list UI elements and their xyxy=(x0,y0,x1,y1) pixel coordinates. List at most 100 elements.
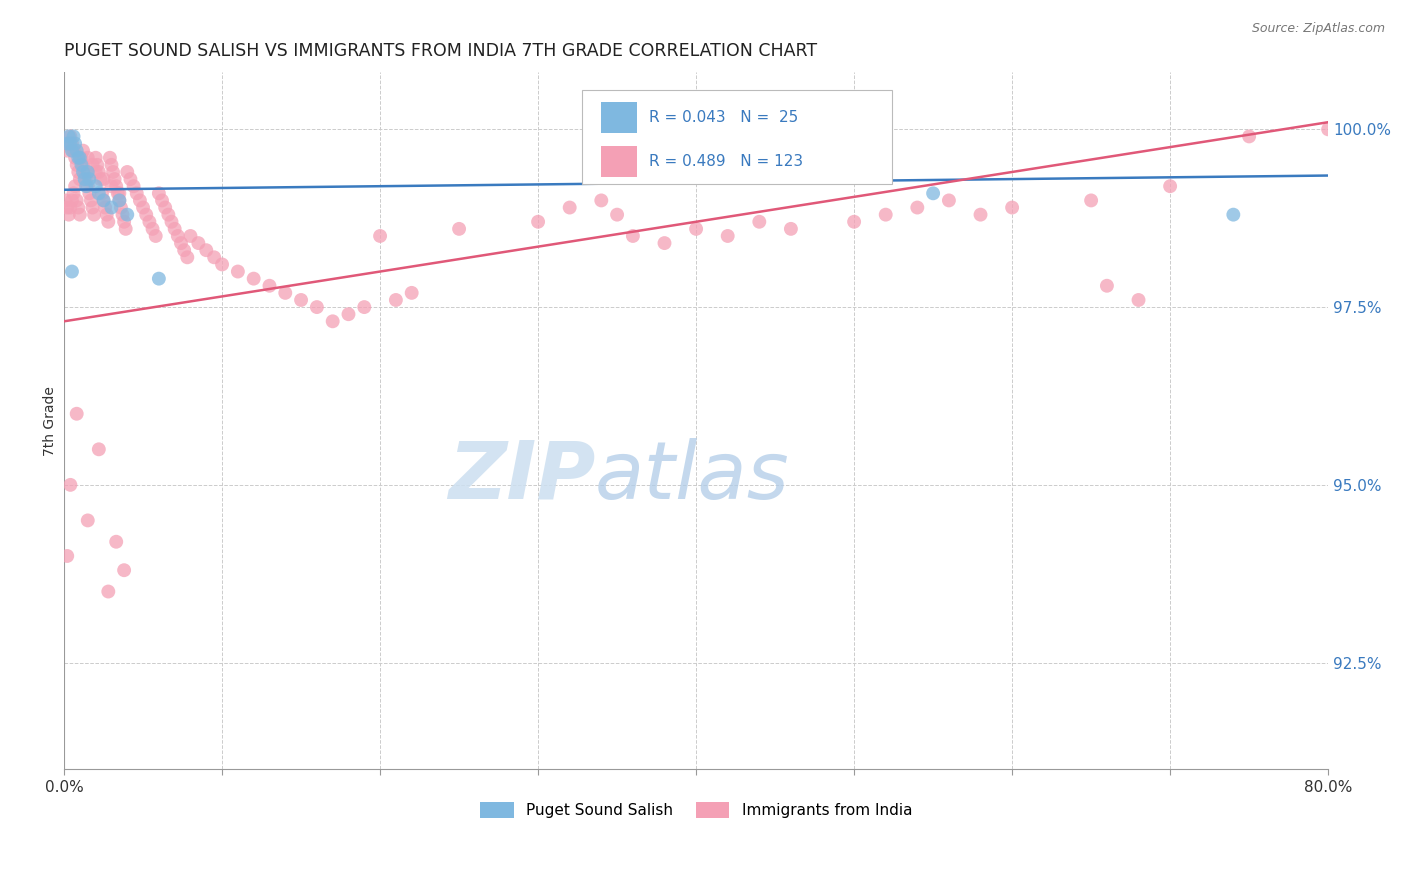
Point xyxy=(63,136,86,151)
Point xyxy=(117,208,139,222)
Point xyxy=(120,172,142,186)
Point xyxy=(66,144,89,158)
FancyBboxPatch shape xyxy=(602,103,637,133)
Point xyxy=(87,442,110,457)
Point xyxy=(135,208,157,222)
Point xyxy=(108,194,131,208)
Point xyxy=(79,172,101,186)
Point xyxy=(368,229,391,244)
Point xyxy=(62,144,84,158)
Point xyxy=(274,285,297,300)
Point xyxy=(108,186,131,201)
Point xyxy=(97,584,120,599)
Point xyxy=(875,208,897,222)
Point xyxy=(1159,179,1181,194)
Point xyxy=(654,236,676,251)
Point xyxy=(717,229,740,244)
Point xyxy=(69,151,91,165)
Point xyxy=(1001,201,1024,215)
Point xyxy=(75,172,97,186)
Point xyxy=(110,201,132,215)
Point xyxy=(62,129,84,144)
Point xyxy=(125,186,148,201)
Y-axis label: 7th Grade: 7th Grade xyxy=(44,386,58,456)
Point xyxy=(55,194,77,208)
Point xyxy=(105,534,128,549)
Point xyxy=(558,201,581,215)
Point xyxy=(166,229,188,244)
Text: atlas: atlas xyxy=(595,438,790,516)
Point xyxy=(96,208,118,222)
Point xyxy=(66,407,89,421)
Point xyxy=(195,243,218,257)
Point xyxy=(969,208,991,222)
Point xyxy=(401,285,423,300)
Point xyxy=(337,307,360,321)
Point xyxy=(89,172,111,186)
Point xyxy=(122,179,145,194)
Point xyxy=(84,179,107,194)
Point xyxy=(150,194,173,208)
Point xyxy=(60,194,83,208)
Point xyxy=(322,314,344,328)
Point xyxy=(242,271,264,285)
Point xyxy=(202,250,225,264)
Point xyxy=(67,165,90,179)
Point xyxy=(145,229,167,244)
Point xyxy=(153,201,176,215)
FancyBboxPatch shape xyxy=(582,90,891,184)
Text: ZIP: ZIP xyxy=(447,438,595,516)
Point xyxy=(111,208,134,222)
Point xyxy=(73,165,96,179)
Point xyxy=(70,151,93,165)
Point xyxy=(72,144,94,158)
Point xyxy=(157,208,180,222)
Point xyxy=(87,165,110,179)
Point xyxy=(72,165,94,179)
Point xyxy=(82,201,104,215)
Point xyxy=(148,271,170,285)
Point xyxy=(60,136,83,151)
Point xyxy=(259,278,281,293)
Point xyxy=(353,300,375,314)
Point xyxy=(100,201,122,215)
Point xyxy=(107,186,129,201)
Point xyxy=(108,194,131,208)
Point xyxy=(163,222,186,236)
Point xyxy=(56,144,79,158)
Point xyxy=(1237,129,1260,144)
Point xyxy=(67,151,90,165)
Point xyxy=(1128,293,1150,307)
Point xyxy=(305,300,328,314)
Point xyxy=(138,215,160,229)
Text: PUGET SOUND SALISH VS IMMIGRANTS FROM INDIA 7TH GRADE CORRELATION CHART: PUGET SOUND SALISH VS IMMIGRANTS FROM IN… xyxy=(65,42,817,60)
Point xyxy=(226,264,249,278)
Point xyxy=(101,165,124,179)
Point xyxy=(1317,122,1340,136)
Point xyxy=(117,165,139,179)
FancyBboxPatch shape xyxy=(602,146,637,177)
Point xyxy=(93,194,115,208)
Point xyxy=(1222,208,1244,222)
Point xyxy=(938,194,960,208)
Point xyxy=(84,165,107,179)
Point xyxy=(79,186,101,201)
Point xyxy=(72,158,94,172)
Point xyxy=(132,201,155,215)
Point xyxy=(100,158,122,172)
Point xyxy=(100,179,122,194)
Point xyxy=(59,478,82,492)
Point xyxy=(56,549,79,563)
Point xyxy=(84,151,107,165)
Point xyxy=(290,293,312,307)
Point xyxy=(63,179,86,194)
Point xyxy=(129,194,152,208)
Point xyxy=(105,179,128,194)
Point xyxy=(170,236,193,251)
Point xyxy=(60,144,83,158)
Point xyxy=(211,257,233,271)
Point xyxy=(748,215,770,229)
Point xyxy=(187,236,209,251)
Point xyxy=(69,208,91,222)
Point xyxy=(59,129,82,144)
